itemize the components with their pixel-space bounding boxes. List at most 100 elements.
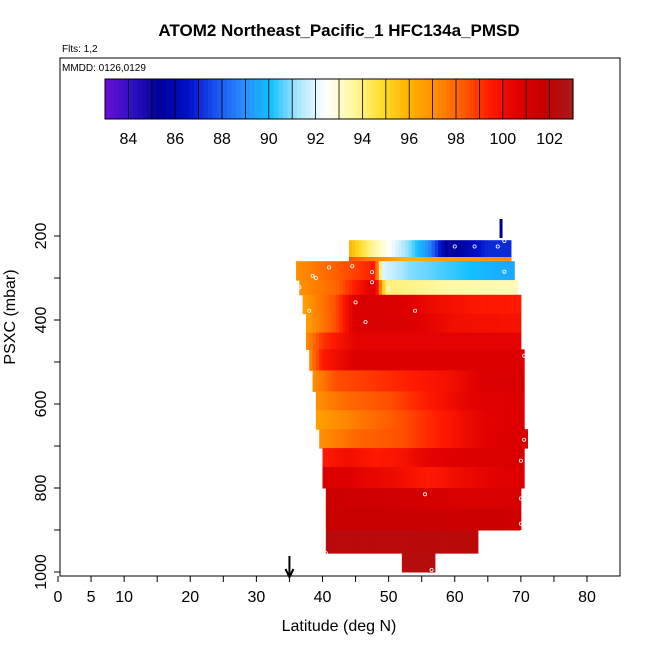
data-cell bbox=[474, 280, 479, 296]
data-cell bbox=[431, 349, 436, 371]
data-cell bbox=[372, 370, 376, 392]
data-cell bbox=[411, 294, 416, 315]
data-cell bbox=[461, 332, 466, 350]
data-cell bbox=[411, 553, 416, 573]
data-cell bbox=[424, 349, 429, 371]
data-cell bbox=[497, 410, 502, 430]
data-cell bbox=[501, 349, 505, 371]
data-cell bbox=[448, 280, 452, 296]
data-cell bbox=[405, 467, 409, 489]
data-cell bbox=[325, 313, 330, 334]
data-cell bbox=[309, 313, 314, 334]
data-cell bbox=[471, 530, 476, 554]
data-cell bbox=[352, 261, 357, 281]
colorbar-segment bbox=[292, 79, 298, 119]
data-cell bbox=[325, 410, 330, 430]
data-cell bbox=[355, 530, 360, 554]
data-cell bbox=[355, 261, 360, 281]
data-cell bbox=[415, 488, 419, 510]
data-cell bbox=[362, 448, 366, 468]
colorbar-segment bbox=[329, 79, 335, 119]
sample-point bbox=[350, 264, 355, 269]
data-cell bbox=[315, 280, 320, 296]
sample-point bbox=[307, 308, 312, 313]
data-cell bbox=[477, 429, 482, 449]
data-cell bbox=[424, 467, 429, 489]
data-cell bbox=[458, 429, 462, 449]
data-cell bbox=[464, 280, 469, 296]
data-cell bbox=[510, 410, 515, 430]
data-cell bbox=[434, 467, 439, 489]
data-cell bbox=[415, 429, 419, 449]
data-cell bbox=[504, 488, 509, 510]
data-cell bbox=[312, 370, 317, 392]
data-cell bbox=[421, 349, 426, 371]
data-cell bbox=[335, 349, 340, 371]
data-cell bbox=[464, 448, 469, 468]
data-cell bbox=[378, 370, 383, 392]
data-cell bbox=[348, 332, 353, 350]
data-cell bbox=[372, 313, 376, 334]
colorbar-segment bbox=[362, 79, 368, 119]
data-cell bbox=[375, 488, 380, 510]
data-cell bbox=[418, 410, 423, 430]
colorbar-segment bbox=[142, 79, 148, 119]
sample-points bbox=[297, 239, 527, 572]
data-cell bbox=[461, 530, 466, 554]
data-cell bbox=[405, 294, 409, 315]
data-cell bbox=[375, 261, 380, 281]
data-cell bbox=[322, 467, 327, 489]
data-cell bbox=[319, 294, 323, 315]
sample-point bbox=[323, 551, 328, 556]
data-cell bbox=[355, 391, 360, 411]
data-cell bbox=[358, 467, 363, 489]
data-cell bbox=[494, 448, 499, 468]
data-cell bbox=[378, 530, 383, 554]
data-cell bbox=[467, 261, 472, 281]
data-cell bbox=[524, 429, 528, 449]
colorbar-segment bbox=[427, 79, 434, 119]
colorbar-segment bbox=[465, 79, 471, 119]
data-cell bbox=[514, 280, 519, 296]
data-cell bbox=[368, 509, 373, 531]
colorbar-segment bbox=[343, 79, 349, 119]
data-cell bbox=[378, 261, 383, 281]
data-cell bbox=[461, 294, 466, 315]
data-cell bbox=[325, 391, 330, 411]
data-cell bbox=[378, 349, 383, 371]
data-cell bbox=[375, 410, 380, 430]
data-cell bbox=[514, 509, 519, 531]
data-cell bbox=[319, 261, 323, 281]
colorbar-segment bbox=[339, 79, 345, 119]
data-cell bbox=[520, 391, 525, 411]
colorbar-segment bbox=[268, 79, 275, 119]
data-cell bbox=[401, 488, 406, 510]
data-cell bbox=[358, 257, 363, 262]
data-cell bbox=[322, 280, 327, 296]
data-cell bbox=[342, 370, 347, 392]
data-cell bbox=[365, 448, 370, 468]
data-cell bbox=[325, 280, 330, 296]
data-cell bbox=[461, 240, 466, 258]
data-cell bbox=[405, 370, 409, 392]
data-cell bbox=[322, 294, 327, 315]
data-cell bbox=[520, 410, 525, 430]
colorbar-segment bbox=[109, 79, 115, 119]
data-cell bbox=[398, 349, 403, 371]
data-cell bbox=[421, 332, 426, 350]
data-cell bbox=[372, 391, 376, 411]
data-cell bbox=[454, 349, 459, 371]
data-cell bbox=[382, 257, 386, 262]
data-cell bbox=[454, 530, 459, 554]
data-cell bbox=[362, 530, 366, 554]
sample-point bbox=[452, 244, 457, 249]
data-cell bbox=[424, 530, 429, 554]
data-cell bbox=[431, 313, 436, 334]
data-cell bbox=[487, 332, 492, 350]
data-cell bbox=[434, 240, 439, 258]
colorbar-segment bbox=[498, 79, 504, 119]
data-cell bbox=[477, 280, 482, 296]
data-cell bbox=[395, 391, 400, 411]
data-cell bbox=[391, 448, 396, 468]
colorbar-segment bbox=[114, 79, 120, 119]
